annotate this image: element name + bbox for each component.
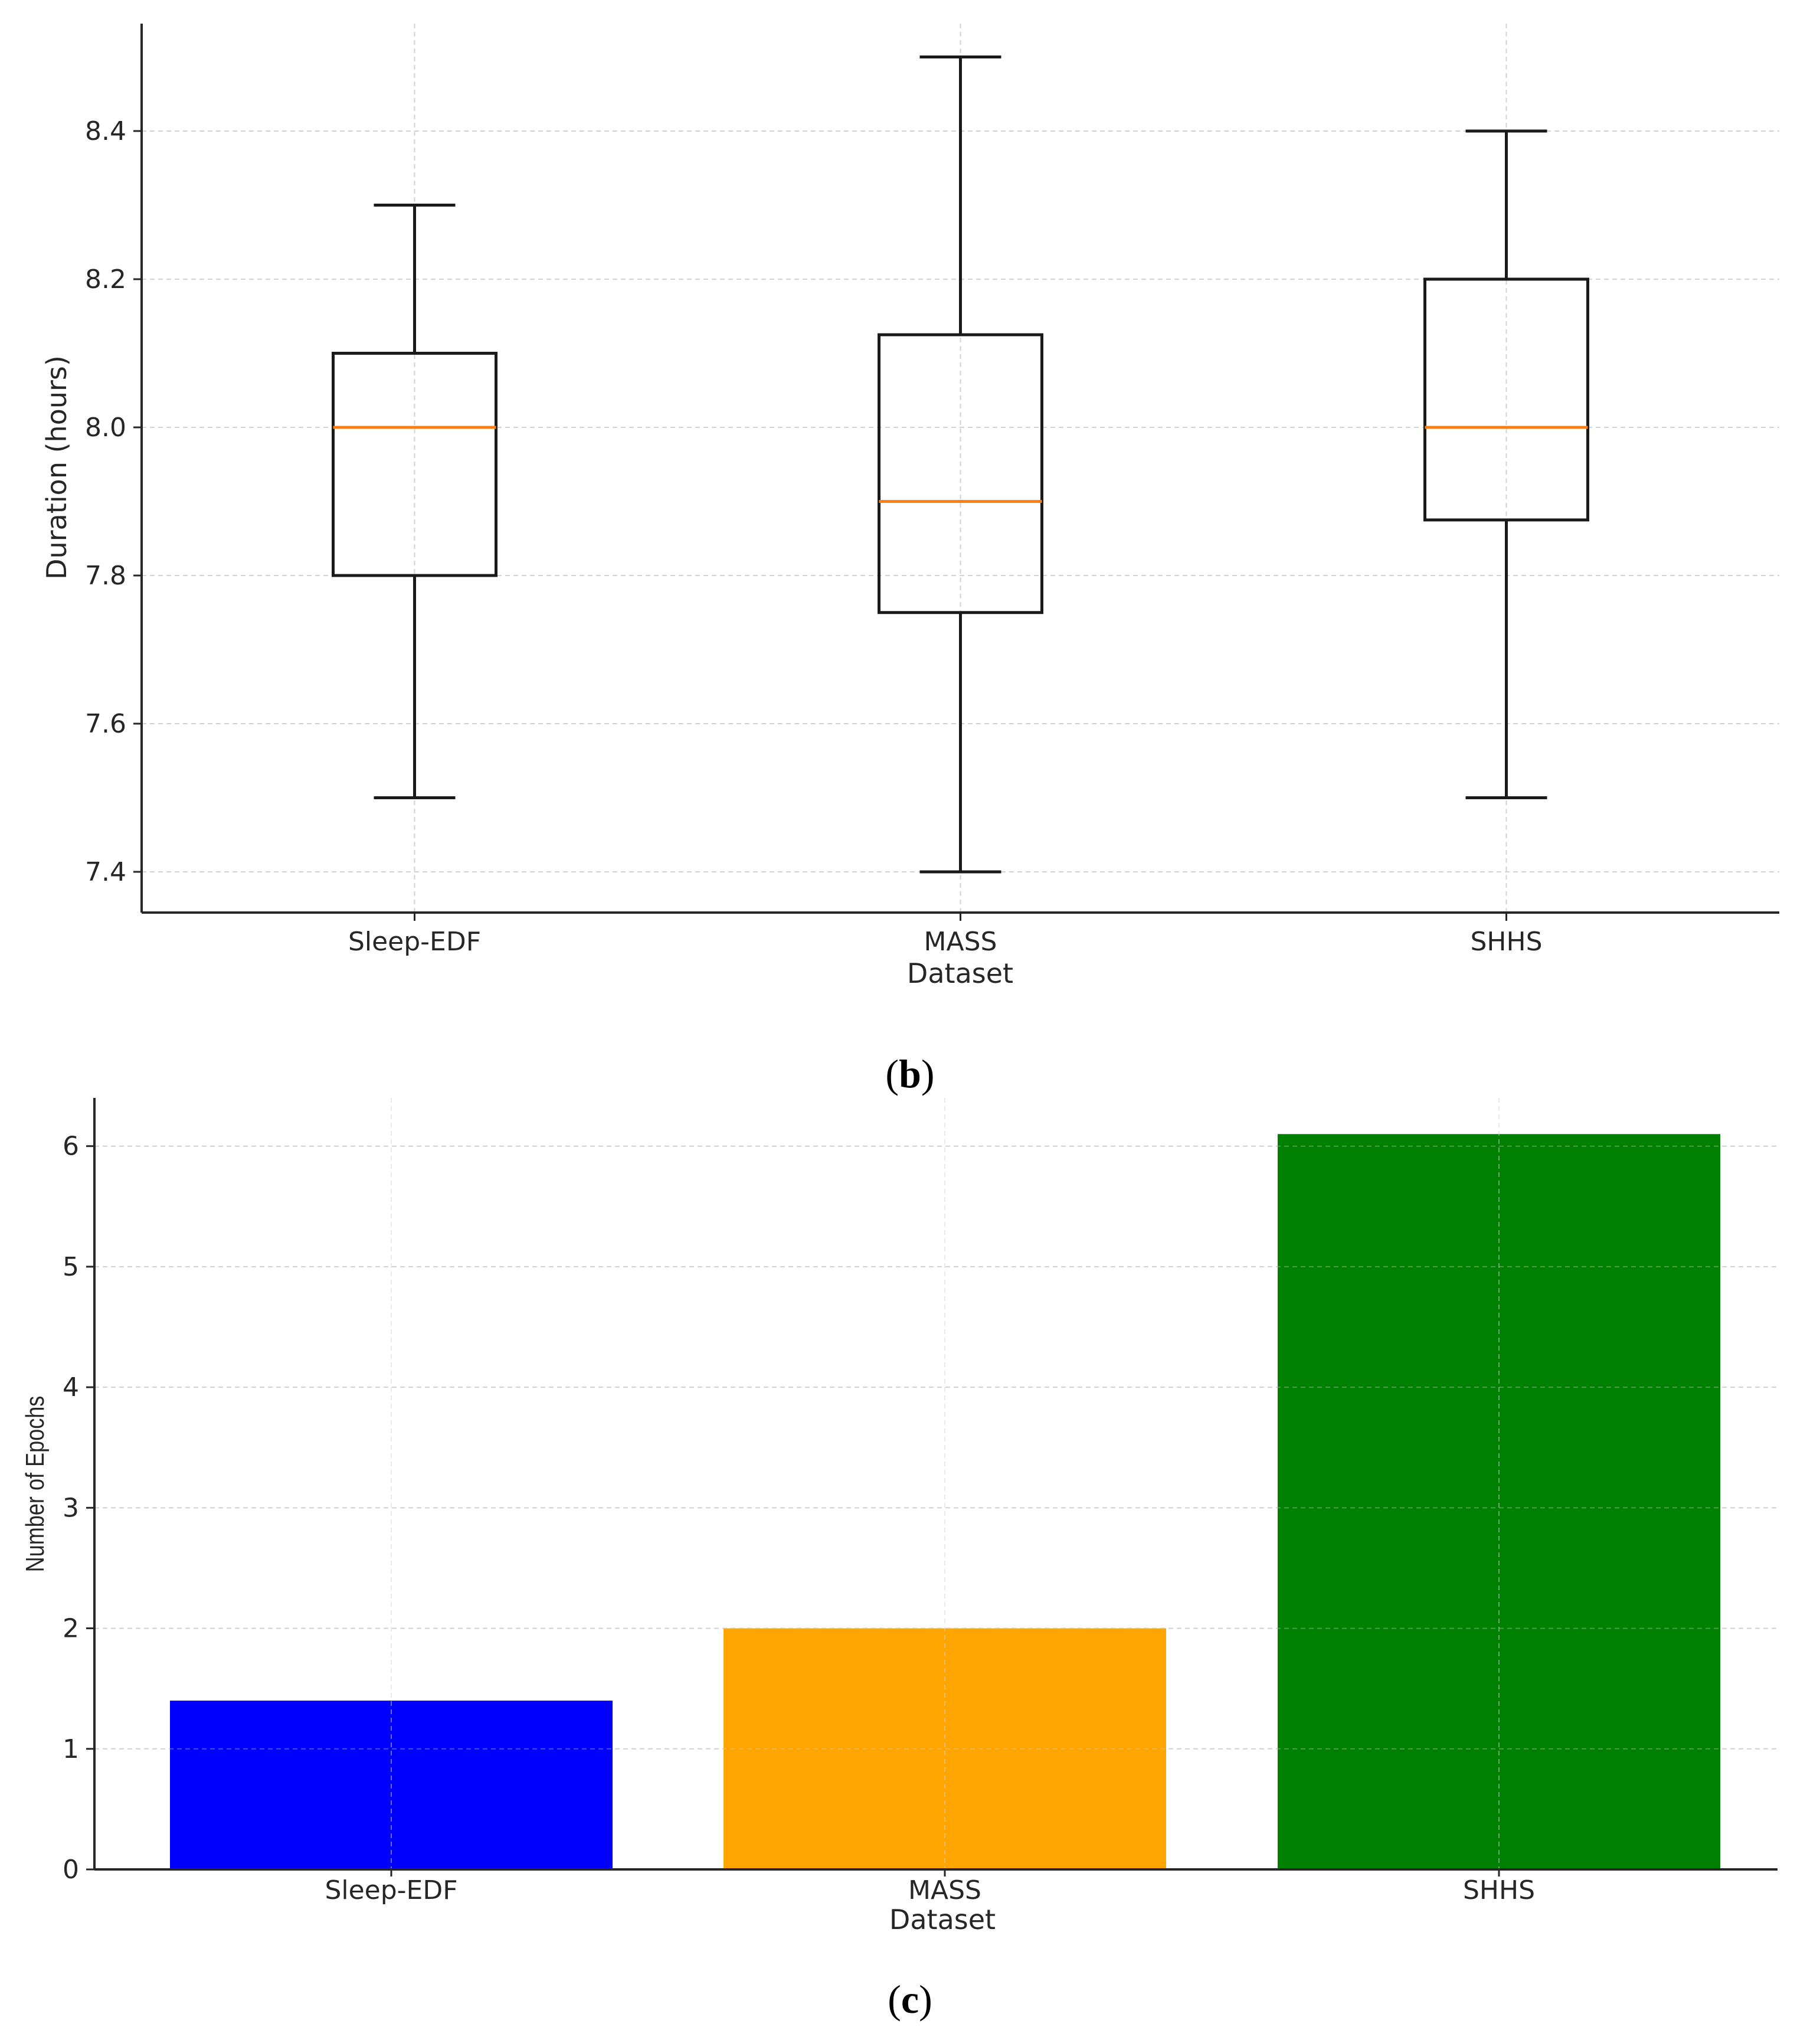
box-plot-y-tick-label-7-4: 7.4 [85, 857, 126, 887]
box-plot-x-axis-label: Dataset [907, 957, 1013, 989]
box-plot-boxes [332, 55, 1589, 874]
box-shhs-iqr [1423, 277, 1589, 522]
box-sleep-edf-iqr [332, 351, 497, 577]
panel-c-caption-open: ( [888, 1977, 901, 2022]
box-plot-x-tick-label-shhs: SHHS [1470, 927, 1542, 957]
bar-chart-y-tick-label-2: 2 [63, 1614, 79, 1644]
bar-chart-panel: 0 1 2 3 4 5 6 Sleep-EDF MASS SHHS Dataset Number… [21, 1098, 1778, 2022]
panel-b-caption-letter: b [899, 1051, 921, 1096]
bar-chart-y-ticks: 0 1 2 3 4 5 6 [63, 1132, 94, 1885]
panel-b-caption-close: ) [921, 1051, 935, 1096]
bar-chart-y-axis-label: Number of Epochs [21, 1396, 50, 1572]
bar-chart-x-tick-label-mass: MASS [908, 1875, 981, 1905]
box-plot-x-tick-label-mass: MASS [924, 927, 997, 957]
box-plot-y-ticks: 7.4 7.6 7.8 8.0 8.2 8.4 [85, 116, 142, 887]
bar-chart-x-tick-label-sleep-edf: Sleep-EDF [325, 1875, 457, 1905]
panel-c-caption: (c) [888, 1977, 932, 2022]
bar-chart-y-tick-label-0: 0 [63, 1855, 79, 1885]
bar-chart-gridlines-overlay [94, 1098, 1778, 1870]
bar-chart-x-axis-label: Dataset [889, 1904, 996, 1936]
bar-chart-axes [93, 1098, 1778, 1871]
box-plot-x-tick-label-sleep-edf: Sleep-EDF [348, 927, 481, 957]
box-sleep-edf [332, 203, 497, 799]
panel-b-caption-open: ( [885, 1051, 899, 1096]
panel-c-caption-close: ) [919, 1977, 932, 2022]
box-plot-y-tick-label-7-8: 7.8 [85, 561, 126, 591]
box-plot-panel: 7.4 7.6 7.8 8.0 8.2 8.4 Sleep-EDF MASS SHHS Dat… [41, 24, 1779, 1096]
box-shhs [1423, 129, 1589, 799]
bar-chart-y-tick-label-3: 3 [63, 1493, 79, 1523]
bar-chart-y-tick-label-6: 6 [63, 1132, 79, 1162]
bar-chart-x-ticks: Sleep-EDF MASS SHHS [325, 1869, 1535, 1905]
box-plot-y-tick-label-8-0: 8.0 [85, 413, 126, 443]
box-plot-x-ticks: Sleep-EDF MASS SHHS [348, 913, 1543, 957]
box-plot-y-tick-label-7-6: 7.6 [85, 709, 126, 739]
box-mass-iqr [878, 333, 1043, 614]
box-plot-y-tick-label-8-2: 8.2 [85, 264, 126, 295]
bar-chart-y-tick-label-5: 5 [63, 1252, 79, 1282]
bar-chart-y-tick-label-4: 4 [63, 1372, 79, 1402]
panel-b-caption: (b) [885, 1051, 934, 1096]
box-plot-y-axis-label: Duration (hours) [41, 355, 73, 580]
box-mass [878, 55, 1043, 874]
bar-chart-y-tick-label-1: 1 [63, 1734, 79, 1764]
panel-c-caption-letter: c [901, 1977, 919, 2022]
box-plot-y-tick-label-8-4: 8.4 [85, 116, 126, 146]
bar-chart-x-tick-label-shhs: SHHS [1463, 1875, 1535, 1905]
